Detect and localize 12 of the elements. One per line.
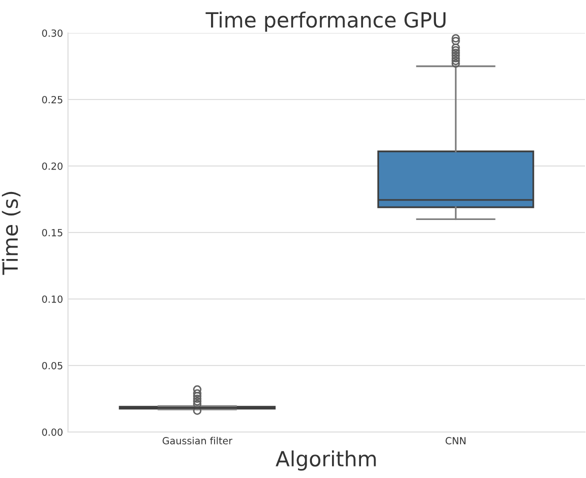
y-tick-label: 0.10 (42, 295, 62, 303)
x-tick-label: Gaussian filter (162, 436, 232, 444)
y-axis-title: Time (s) (2, 192, 20, 275)
x-axis-title: Algorithm (276, 450, 376, 471)
x-tick-label: CNN (446, 437, 466, 444)
y-tick-label: 0.15 (42, 228, 62, 236)
chart-title: Time performance GPU (206, 12, 446, 32)
y-tick-label: 0.25 (42, 96, 62, 104)
y-tick-label: 0.30 (42, 29, 62, 37)
y-tick-label: 0.20 (42, 162, 62, 170)
y-tick-label: 0.05 (42, 362, 62, 370)
y-tick-label: 0.00 (42, 428, 62, 436)
